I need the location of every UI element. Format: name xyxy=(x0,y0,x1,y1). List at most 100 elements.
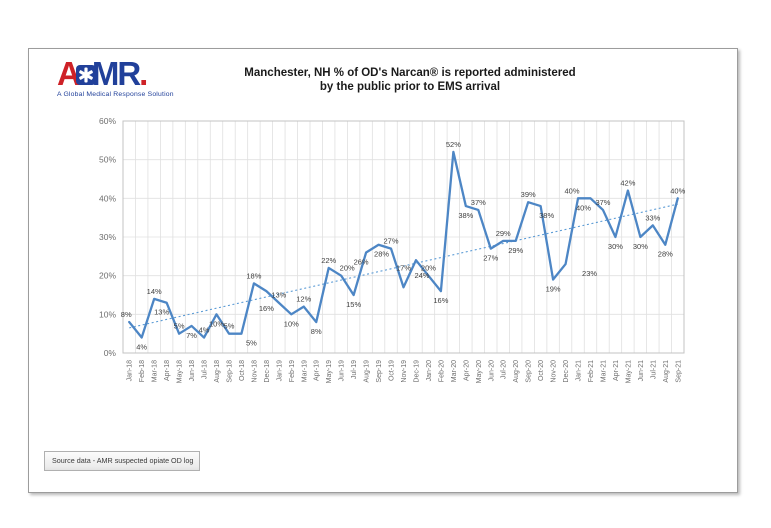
svg-text:0%: 0% xyxy=(104,348,117,358)
svg-text:Sep-21: Sep-21 xyxy=(675,360,682,383)
svg-text:Aug-18: Aug-18 xyxy=(214,360,221,383)
report-frame xyxy=(28,48,738,493)
svg-text:Nov-18: Nov-18 xyxy=(251,360,258,383)
svg-text:27%: 27% xyxy=(483,254,498,263)
svg-text:Jan-18: Jan-18 xyxy=(127,360,134,382)
svg-text:5%: 5% xyxy=(174,322,185,331)
logo-period: . xyxy=(139,55,149,92)
svg-text:20%: 20% xyxy=(421,264,436,273)
svg-text:Mar-18: Mar-18 xyxy=(152,360,159,382)
svg-text:40%: 40% xyxy=(99,193,116,203)
svg-text:10%: 10% xyxy=(284,319,299,328)
logo-letters-mr: MR xyxy=(91,55,141,92)
svg-text:16%: 16% xyxy=(433,296,448,305)
svg-text:Apr-21: Apr-21 xyxy=(613,360,620,381)
svg-text:52%: 52% xyxy=(446,140,461,149)
svg-text:38%: 38% xyxy=(539,211,554,220)
svg-text:Sep-19: Sep-19 xyxy=(376,360,383,383)
svg-text:7%: 7% xyxy=(186,331,197,340)
svg-text:Mar-20: Mar-20 xyxy=(451,360,458,382)
svg-text:Jan-20: Jan-20 xyxy=(426,360,433,382)
svg-text:5%: 5% xyxy=(224,322,235,331)
svg-text:Jul-18: Jul-18 xyxy=(202,360,209,379)
svg-text:40%: 40% xyxy=(565,186,580,195)
source-note-box: Source data - AMR suspected opiate OD lo… xyxy=(44,451,200,471)
svg-text:Jul-21: Jul-21 xyxy=(650,360,657,379)
amr-logo: A MR . A Global Medical Response Solutio… xyxy=(57,55,177,98)
svg-text:30%: 30% xyxy=(99,232,116,242)
svg-text:Feb-18: Feb-18 xyxy=(139,360,146,382)
svg-text:27%: 27% xyxy=(384,237,399,246)
svg-text:20%: 20% xyxy=(99,271,116,281)
logo-letter-a: A xyxy=(57,55,81,92)
svg-text:40%: 40% xyxy=(576,203,591,212)
svg-text:42%: 42% xyxy=(620,179,635,188)
svg-text:May-18: May-18 xyxy=(177,360,184,383)
svg-text:30%: 30% xyxy=(633,242,648,251)
svg-text:23%: 23% xyxy=(582,269,597,278)
svg-text:Sep-18: Sep-18 xyxy=(226,360,233,383)
svg-text:Oct-18: Oct-18 xyxy=(239,360,246,381)
svg-text:Mar-21: Mar-21 xyxy=(600,360,607,382)
svg-text:Feb-21: Feb-21 xyxy=(588,360,595,382)
svg-text:Feb-20: Feb-20 xyxy=(438,360,445,382)
svg-text:8%: 8% xyxy=(121,310,132,319)
svg-text:12%: 12% xyxy=(296,295,311,304)
svg-text:Jan-21: Jan-21 xyxy=(576,360,583,382)
svg-text:Apr-19: Apr-19 xyxy=(314,360,321,381)
svg-text:39%: 39% xyxy=(521,190,536,199)
svg-text:Mar-19: Mar-19 xyxy=(301,360,308,382)
svg-text:4%: 4% xyxy=(136,343,147,352)
svg-text:Nov-19: Nov-19 xyxy=(401,360,408,383)
svg-text:19%: 19% xyxy=(546,285,561,294)
chart-title: Manchester, NH % of OD's Narcan® is repo… xyxy=(190,66,630,94)
svg-text:Jun-20: Jun-20 xyxy=(488,360,495,382)
source-note-text: Source data - AMR suspected opiate OD lo… xyxy=(52,456,194,465)
svg-text:Jun-19: Jun-19 xyxy=(339,360,346,382)
svg-text:33%: 33% xyxy=(645,213,660,222)
svg-text:8%: 8% xyxy=(311,327,322,336)
svg-text:20%: 20% xyxy=(340,264,355,273)
line-chart-canvas: 0%10%20%30%40%50%60%8%4%14%13%5%7%4%10% 5… xyxy=(99,116,686,383)
svg-text:50%: 50% xyxy=(99,155,116,165)
svg-text:Jun-21: Jun-21 xyxy=(638,360,645,382)
svg-text:22%: 22% xyxy=(321,256,336,265)
svg-text:14%: 14% xyxy=(147,287,162,296)
chart-title-line-1: Manchester, NH % of OD's Narcan® is repo… xyxy=(244,67,576,79)
svg-text:38%: 38% xyxy=(458,211,473,220)
svg-text:Sep-20: Sep-20 xyxy=(526,360,533,383)
svg-text:60%: 60% xyxy=(99,116,116,126)
amr-logo-wordmark: A MR . xyxy=(57,55,177,92)
svg-text:Oct-19: Oct-19 xyxy=(389,360,396,381)
star-of-life-icon xyxy=(75,65,96,85)
chart-title-line-2: by the public prior to EMS arrival xyxy=(319,81,501,93)
svg-text:40%: 40% xyxy=(670,186,685,195)
svg-text:28%: 28% xyxy=(374,250,389,259)
svg-text:37%: 37% xyxy=(471,198,486,207)
svg-text:Nov-20: Nov-20 xyxy=(551,360,558,383)
svg-text:Feb-19: Feb-19 xyxy=(289,360,296,382)
svg-text:37%: 37% xyxy=(595,198,610,207)
svg-text:13%: 13% xyxy=(271,291,286,300)
svg-text:Jun-18: Jun-18 xyxy=(189,360,196,382)
svg-text:16%: 16% xyxy=(259,304,274,313)
svg-text:24%: 24% xyxy=(414,271,429,280)
svg-text:Apr-18: Apr-18 xyxy=(164,360,171,381)
svg-text:May-19: May-19 xyxy=(326,360,333,383)
svg-text:Aug-19: Aug-19 xyxy=(364,360,371,383)
svg-text:Jul-20: Jul-20 xyxy=(501,360,508,379)
svg-text:18%: 18% xyxy=(246,271,261,280)
svg-text:Dec-18: Dec-18 xyxy=(264,360,271,383)
svg-text:17%: 17% xyxy=(396,263,411,272)
svg-text:29%: 29% xyxy=(496,229,511,238)
svg-text:May-21: May-21 xyxy=(625,360,632,383)
svg-text:Dec-19: Dec-19 xyxy=(413,360,420,383)
svg-text:5%: 5% xyxy=(246,339,257,348)
svg-text:Aug-21: Aug-21 xyxy=(663,360,670,383)
svg-text:10%: 10% xyxy=(99,309,116,319)
svg-text:29%: 29% xyxy=(508,246,523,255)
svg-text:26%: 26% xyxy=(354,257,369,266)
svg-text:10%: 10% xyxy=(209,319,224,328)
svg-text:4%: 4% xyxy=(199,326,210,335)
svg-text:Aug-20: Aug-20 xyxy=(513,360,520,383)
